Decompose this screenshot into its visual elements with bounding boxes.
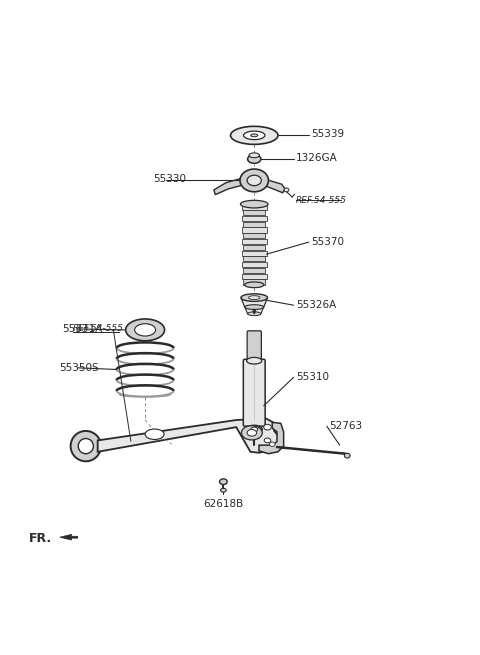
Ellipse shape	[248, 312, 261, 316]
Polygon shape	[243, 279, 265, 284]
Text: 55370: 55370	[311, 237, 344, 247]
Polygon shape	[243, 268, 265, 273]
Polygon shape	[243, 221, 265, 227]
Polygon shape	[97, 419, 279, 453]
Ellipse shape	[220, 489, 226, 492]
FancyBboxPatch shape	[247, 331, 261, 362]
Ellipse shape	[241, 426, 262, 440]
Ellipse shape	[246, 425, 262, 434]
Text: 52763: 52763	[329, 421, 362, 431]
Polygon shape	[242, 250, 266, 255]
Circle shape	[78, 438, 94, 454]
Polygon shape	[243, 245, 265, 250]
Polygon shape	[241, 297, 267, 307]
Ellipse shape	[251, 134, 258, 137]
Ellipse shape	[135, 324, 156, 336]
Polygon shape	[214, 178, 242, 195]
Text: 55350S: 55350S	[59, 363, 98, 373]
Ellipse shape	[245, 282, 264, 288]
FancyBboxPatch shape	[243, 360, 265, 426]
Text: 55331A: 55331A	[62, 324, 102, 334]
Text: FR.: FR.	[29, 532, 52, 545]
Ellipse shape	[247, 358, 262, 364]
Polygon shape	[259, 422, 284, 454]
Ellipse shape	[145, 429, 164, 440]
Ellipse shape	[241, 294, 267, 301]
Polygon shape	[242, 262, 266, 267]
Ellipse shape	[269, 442, 275, 446]
Ellipse shape	[219, 479, 227, 485]
Text: REF.54-555: REF.54-555	[296, 196, 347, 204]
Polygon shape	[242, 239, 266, 244]
Polygon shape	[245, 307, 264, 314]
Text: 1326GA: 1326GA	[296, 153, 338, 163]
Text: 55330: 55330	[154, 174, 187, 185]
Ellipse shape	[251, 427, 258, 432]
Ellipse shape	[126, 319, 165, 341]
Text: 55310: 55310	[296, 372, 329, 383]
Ellipse shape	[240, 169, 268, 192]
Ellipse shape	[230, 126, 278, 144]
Ellipse shape	[344, 453, 350, 458]
Polygon shape	[242, 227, 266, 233]
Ellipse shape	[249, 153, 260, 158]
Ellipse shape	[247, 430, 257, 436]
Ellipse shape	[253, 309, 255, 314]
Polygon shape	[60, 534, 78, 540]
Polygon shape	[243, 256, 265, 261]
Text: 55326A: 55326A	[296, 300, 336, 310]
Text: 55339: 55339	[311, 130, 344, 140]
Polygon shape	[242, 274, 266, 279]
Polygon shape	[243, 233, 265, 238]
Text: REF.54-555: REF.54-555	[73, 324, 124, 333]
Polygon shape	[243, 210, 265, 215]
Polygon shape	[266, 179, 285, 193]
Ellipse shape	[245, 305, 264, 309]
Circle shape	[71, 431, 101, 461]
Ellipse shape	[284, 188, 289, 192]
Polygon shape	[242, 216, 266, 221]
Polygon shape	[242, 204, 266, 210]
Ellipse shape	[248, 155, 261, 163]
Ellipse shape	[240, 200, 268, 208]
Ellipse shape	[264, 438, 271, 443]
Text: 62618B: 62618B	[203, 499, 243, 509]
Ellipse shape	[264, 424, 271, 430]
Ellipse shape	[247, 175, 261, 185]
Ellipse shape	[243, 131, 265, 140]
Ellipse shape	[249, 295, 260, 299]
